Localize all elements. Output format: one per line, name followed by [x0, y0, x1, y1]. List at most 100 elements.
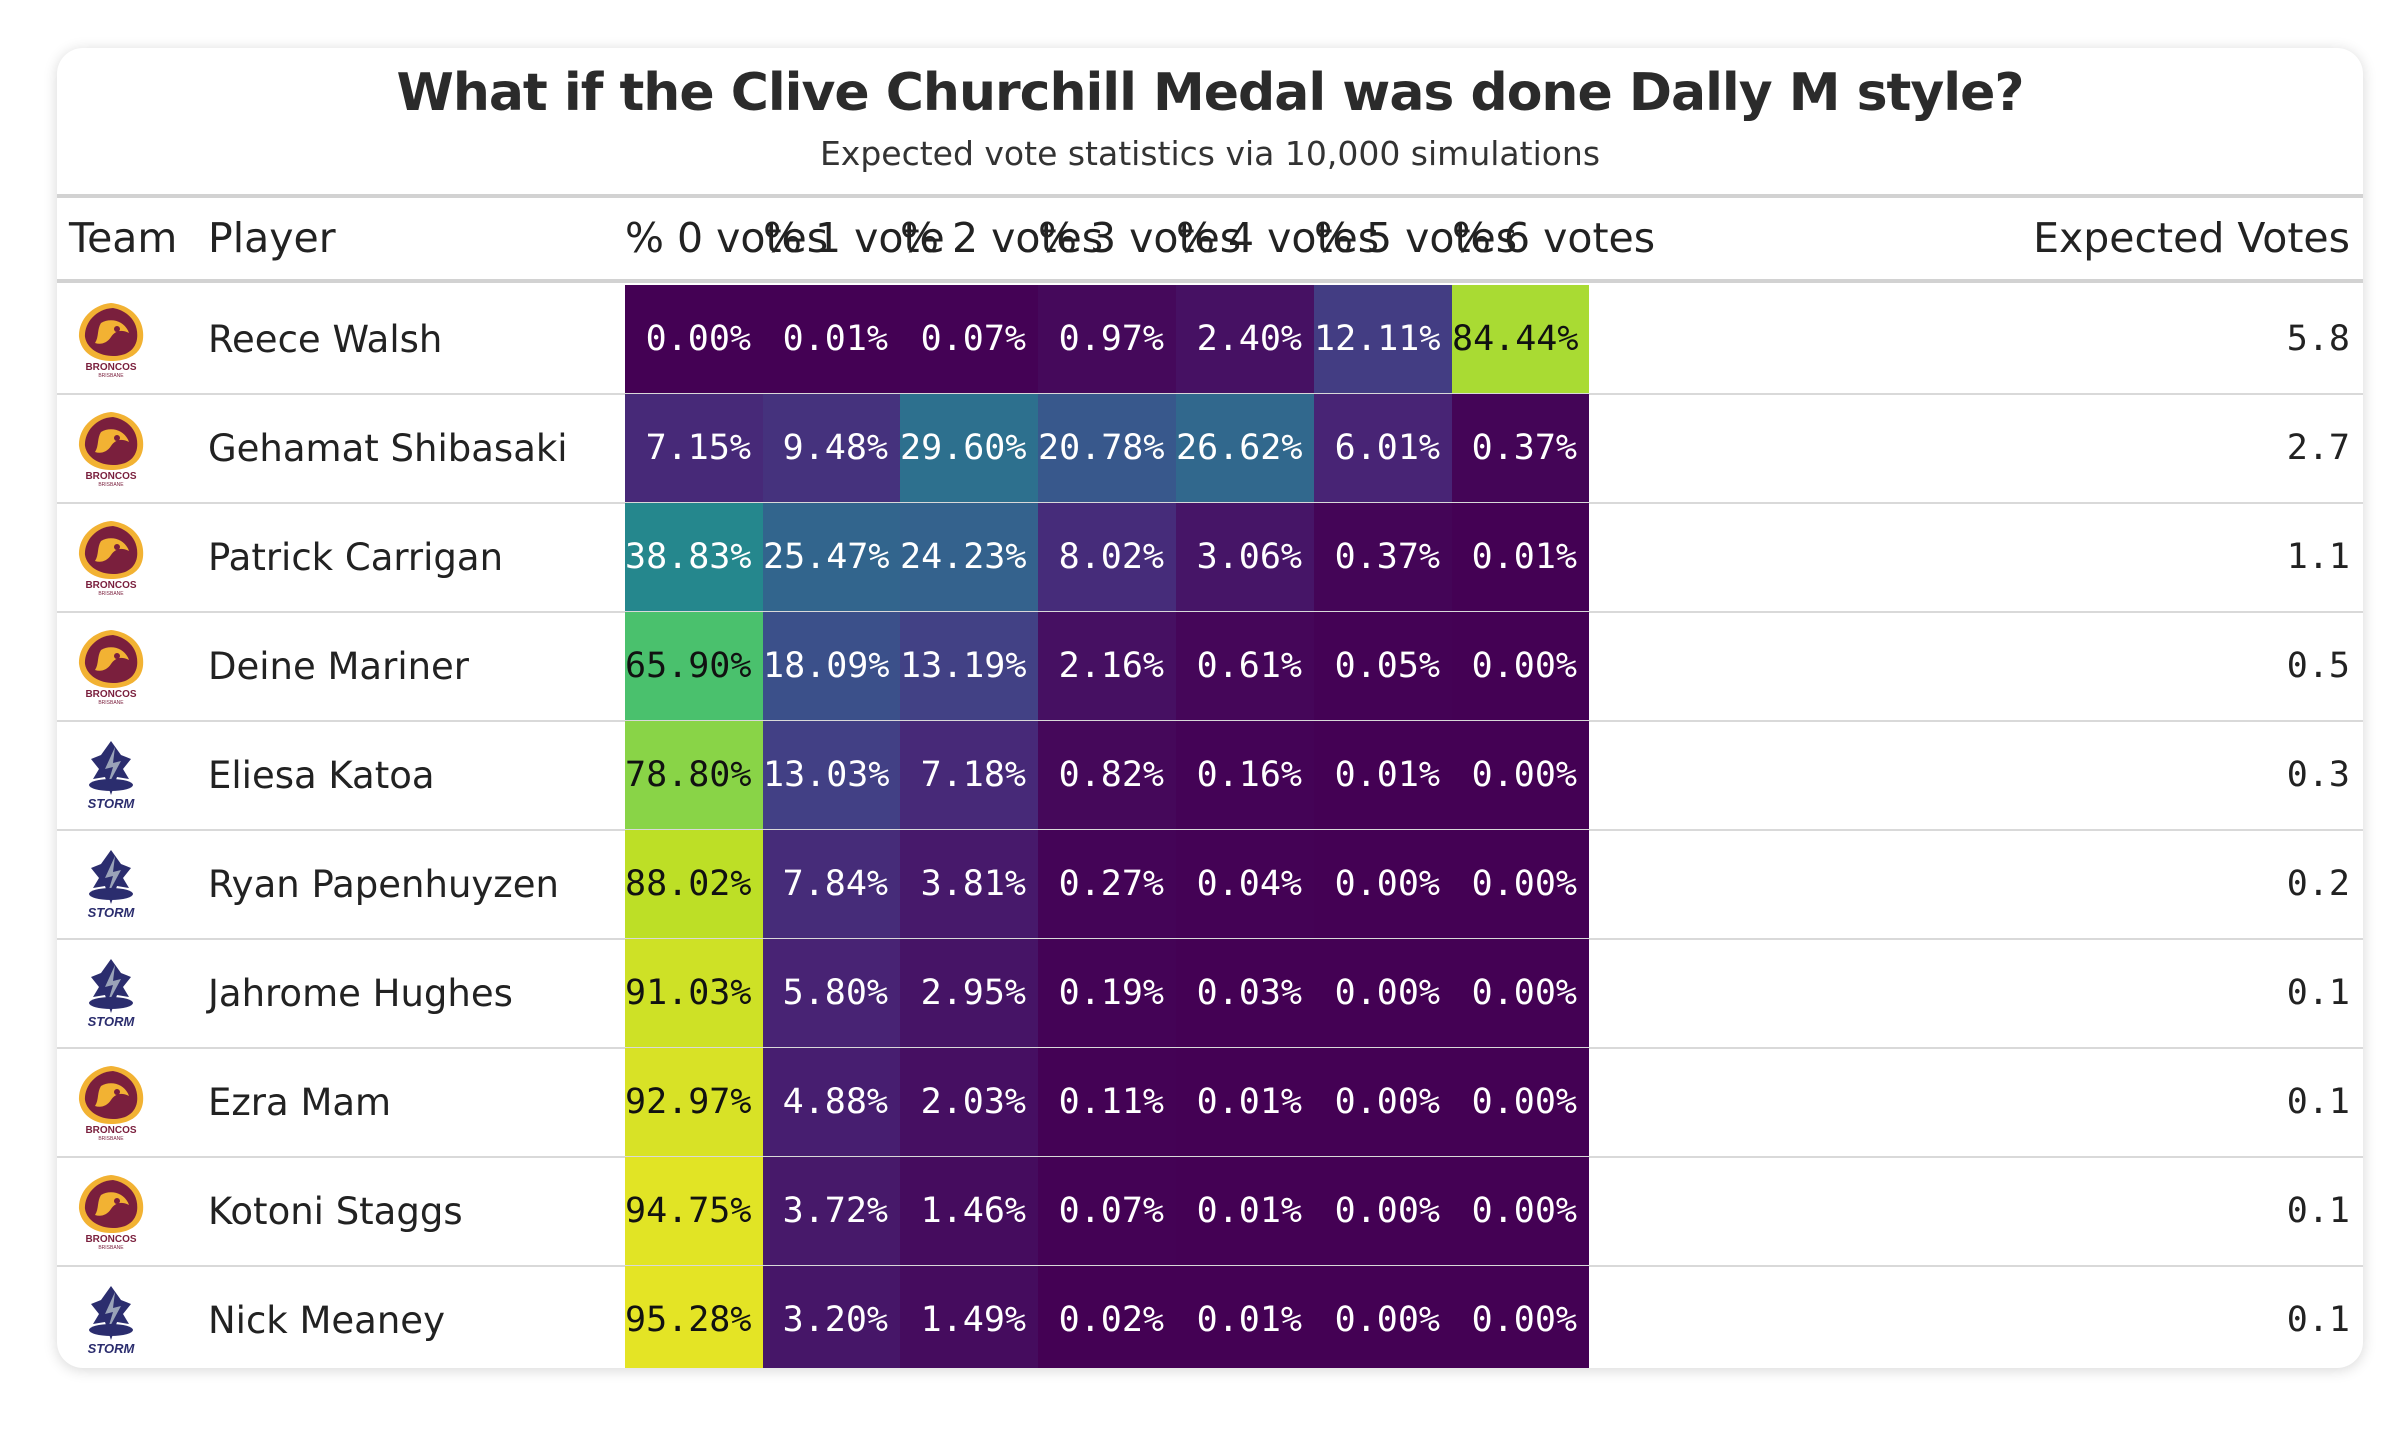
storm-logo-text: STORM: [88, 905, 136, 920]
heatmap-cell: 95.28%: [625, 1266, 763, 1368]
heatmap-cell: 2.40%: [1176, 285, 1314, 394]
heatmap-cell: 0.05%: [1314, 612, 1452, 721]
heatmap-cell: 0.97%: [1038, 285, 1176, 394]
table-row: STORM Nick Meaney 95.28% 3.20% 1.49% 0.02% 0.0…: [57, 1266, 2363, 1368]
heatmap-cell: 0.19%: [1038, 939, 1176, 1048]
heatmap-cell: 5.80%: [763, 939, 900, 1048]
table-card: What if the Clive Churchill Medal was do…: [57, 48, 2363, 1368]
expected-votes: 1.1: [2286, 537, 2350, 577]
chart-subtitle: Expected vote statistics via 10,000 simu…: [819, 134, 1601, 173]
heatmap-cell: 8.02%: [1038, 503, 1176, 612]
storm-logo-text: STORM: [88, 1341, 136, 1356]
heatmap-cell: 0.07%: [900, 285, 1038, 394]
heatmap-cell: 0.01%: [1176, 1157, 1314, 1266]
heatmap-cell: 2.16%: [1038, 612, 1176, 721]
heatmap-cell: 0.37%: [1314, 503, 1452, 612]
table-row: BRONCOS BRISBANE Gehamat Shibasaki 7.15% 9.4…: [57, 394, 2363, 503]
column-header-7: % 5 votes: [1314, 214, 1518, 262]
heatmap-cell: 0.11%: [1038, 1048, 1176, 1157]
expected-votes: 0.5: [2286, 646, 2350, 686]
heatmap-cell: 0.00%: [1314, 830, 1452, 939]
column-header-5: % 3 votes: [1038, 214, 1242, 262]
heatmap-cell: 0.03%: [1176, 939, 1314, 1048]
heatmap-cell: 0.82%: [1038, 721, 1176, 830]
heatmap-cell: 0.00%: [1314, 1266, 1452, 1368]
expected-votes: 0.1: [2286, 1191, 2350, 1231]
broncos-logo-subtext: BRISBANE: [98, 373, 124, 379]
heatmap-cell: 0.00%: [1452, 830, 1589, 939]
broncos-logo-text: BRONCOS: [85, 689, 136, 700]
heatmap-cell: 0.00%: [1452, 939, 1589, 1048]
heatmap-cell: 2.95%: [900, 939, 1038, 1048]
heatmap-cell: 13.19%: [900, 612, 1038, 721]
column-header-0: Team: [69, 214, 178, 262]
heatmap-cell: 0.01%: [1452, 503, 1589, 612]
heatmap-cell: 0.00%: [1452, 721, 1589, 830]
table-row: STORM Ryan Papenhuyzen 88.02% 7.84% 3.81% 0.2…: [57, 830, 2363, 939]
table-row: BRONCOS BRISBANE Reece Walsh 0.00% 0.01% 0.07…: [57, 285, 2363, 394]
table-row: BRONCOS BRISBANE Kotoni Staggs 94.75% 3.72% 1…: [57, 1157, 2363, 1266]
heatmap-cell: 0.00%: [1452, 1157, 1589, 1266]
column-header-1: Player: [208, 214, 336, 262]
broncos-logo-subtext: BRISBANE: [98, 1136, 124, 1142]
heatmap-cell: 18.09%: [763, 612, 900, 721]
storm-logo-text: STORM: [88, 796, 136, 811]
player-name: Gehamat Shibasaki: [208, 427, 568, 470]
heatmap-cell: 3.81%: [900, 830, 1038, 939]
player-name: Ezra Mam: [208, 1081, 392, 1124]
player-name: Patrick Carrigan: [208, 536, 504, 579]
heatmap-cell: 0.16%: [1176, 721, 1314, 830]
header-top-rule: [57, 194, 2363, 198]
heatmap-cell: 4.88%: [763, 1048, 900, 1157]
table-row: STORM Eliesa Katoa 78.80% 13.03% 7.18% 0.82% 0…: [57, 721, 2363, 830]
heatmap-cell: 0.07%: [1038, 1157, 1176, 1266]
heatmap-cell: 0.37%: [1452, 394, 1589, 503]
heatmap-cell: 0.01%: [1314, 721, 1452, 830]
heatmap-cell: 88.02%: [625, 830, 763, 939]
heatmap-cell: 7.18%: [900, 721, 1038, 830]
player-name: Deine Mariner: [208, 645, 470, 688]
broncos-logo-subtext: BRISBANE: [98, 1245, 124, 1251]
player-name: Eliesa Katoa: [208, 754, 435, 797]
heatmap-cell: 13.03%: [763, 721, 900, 830]
heatmap-cell: 3.20%: [763, 1266, 900, 1368]
column-header-8: % 6 votes: [1452, 214, 1656, 262]
broncos-logo-text: BRONCOS: [85, 1234, 136, 1245]
heatmap-cell: 3.06%: [1176, 503, 1314, 612]
table-row: STORM Jahrome Hughes 91.03% 5.80% 2.95% 0.19%…: [57, 939, 2363, 1048]
heatmap-cell: 7.15%: [625, 394, 763, 503]
table-row: BRONCOS BRISBANE Deine Mariner 65.90% 18.09%…: [57, 612, 2363, 721]
expected-votes: 2.7: [2286, 428, 2350, 468]
heatmap-cell: 0.04%: [1176, 830, 1314, 939]
expected-votes: 0.3: [2286, 755, 2350, 795]
column-header-9: Expected Votes: [2033, 214, 2350, 262]
heatmap-cell: 6.01%: [1314, 394, 1452, 503]
column-header-6: % 4 votes: [1176, 214, 1380, 262]
table-row: BRONCOS BRISBANE Patrick Carrigan 38.83% 25.…: [57, 503, 2363, 612]
expected-votes: 5.8: [2286, 319, 2350, 359]
heatmap-cell: 0.01%: [1176, 1048, 1314, 1157]
heatmap-cell: 0.00%: [1314, 939, 1452, 1048]
heatmap-cell: 0.00%: [1452, 612, 1589, 721]
heatmap-cell: 1.46%: [900, 1157, 1038, 1266]
storm-logo-icon: STORM: [88, 850, 136, 920]
column-header-4: % 2 votes: [900, 214, 1104, 262]
heatmap-cell: 38.83%: [625, 503, 763, 612]
storm-logo-icon: STORM: [88, 1286, 136, 1356]
heatmap-cell: 78.80%: [625, 721, 763, 830]
heatmap-cell: 0.01%: [1176, 1266, 1314, 1368]
heatmap-cell: 2.03%: [900, 1048, 1038, 1157]
heatmap-cell: 0.00%: [1452, 1266, 1589, 1368]
heatmap-cell: 24.23%: [900, 503, 1038, 612]
broncos-logo-subtext: BRISBANE: [98, 591, 124, 597]
broncos-logo-subtext: BRISBANE: [98, 482, 124, 488]
heatmap-cell: 0.01%: [763, 285, 900, 394]
heatmap-cell: 0.00%: [625, 285, 763, 394]
heatmap-cell: 0.00%: [1452, 1048, 1589, 1157]
broncos-logo-text: BRONCOS: [85, 362, 136, 373]
expected-votes: 0.1: [2286, 973, 2350, 1013]
broncos-logo-text: BRONCOS: [85, 471, 136, 482]
heatmap-cell: 26.62%: [1176, 394, 1314, 503]
